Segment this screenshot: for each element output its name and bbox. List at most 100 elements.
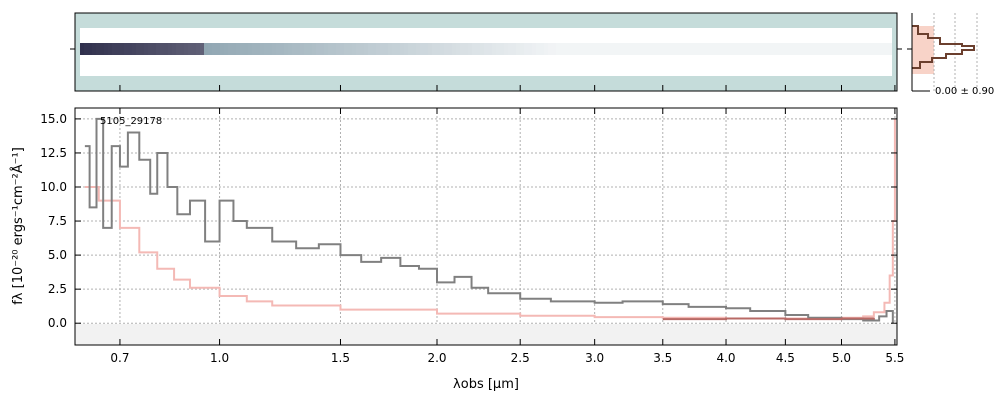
spectrum-2d-frame	[74, 12, 898, 92]
trace-column	[312, 43, 316, 55]
trace-column	[880, 43, 884, 55]
zero-band	[75, 324, 897, 345]
trace-column	[376, 43, 380, 55]
trace-column	[860, 43, 864, 55]
trace-column	[348, 43, 352, 55]
y-axis-title: fλ [10⁻²⁰ ergs⁻¹cm⁻²Å⁻¹]	[10, 147, 26, 305]
trace-column	[432, 43, 436, 55]
trace-column	[812, 43, 816, 55]
trace-column	[472, 43, 476, 55]
trace-column	[496, 43, 500, 55]
trace-column	[528, 43, 532, 55]
trace-column	[836, 43, 840, 55]
trace-column	[476, 43, 480, 55]
trace-column	[380, 43, 384, 55]
trace-column	[176, 43, 180, 55]
trace-column	[328, 43, 332, 55]
trace-column	[772, 43, 776, 55]
y-tick-label: 7.5	[48, 214, 67, 228]
trace-column	[320, 43, 324, 55]
trace-column	[460, 43, 464, 55]
x-tick-label: 3.5	[653, 351, 672, 365]
trace-column	[652, 43, 656, 55]
trace-column	[704, 43, 708, 55]
trace-column	[384, 43, 388, 55]
trace-column	[368, 43, 372, 55]
x-tick-label: 5.5	[885, 351, 904, 365]
profile-inset-line	[912, 25, 975, 69]
trace-column	[556, 43, 560, 55]
trace-column	[144, 43, 148, 55]
y-tick-label: 0.0	[48, 316, 67, 330]
trace-column	[660, 43, 664, 55]
trace-column	[636, 43, 640, 55]
trace-column	[224, 43, 228, 55]
trace-column	[524, 43, 528, 55]
trace-column	[800, 43, 804, 55]
trace-column	[792, 43, 796, 55]
trace-column	[136, 43, 140, 55]
trace-column	[448, 43, 452, 55]
trace-column	[180, 43, 184, 55]
trace-column	[512, 43, 516, 55]
trace-column	[112, 43, 116, 55]
trace-column	[520, 43, 524, 55]
trace-column	[124, 43, 128, 55]
trace-column	[416, 43, 420, 55]
trace-column	[616, 43, 620, 55]
y-tick-label: 12.5	[40, 146, 67, 160]
spectrum-2d-panel	[70, 12, 902, 92]
trace-column	[252, 43, 256, 55]
trace-column	[852, 43, 856, 55]
trace-column	[732, 43, 736, 55]
trace-column	[408, 43, 412, 55]
trace-column	[868, 43, 872, 55]
trace-column	[884, 43, 888, 55]
trace-column	[532, 43, 536, 55]
trace-column	[264, 43, 268, 55]
trace-column	[456, 43, 460, 55]
trace-column	[876, 43, 880, 55]
trace-column	[420, 43, 424, 55]
trace-column	[760, 43, 764, 55]
trace-column	[508, 43, 512, 55]
trace-column	[620, 43, 624, 55]
spectrum-2d-trace	[80, 43, 892, 55]
trace-column	[492, 43, 496, 55]
trace-column	[172, 43, 176, 55]
trace-column	[156, 43, 160, 55]
spectrum-1d-ticks: 0.7 1.0 1.5 2.0 2.5 3.0 3.5 4.0 4.5 5.0 5.5 0.0 2.5 5…	[40, 108, 904, 365]
trace-column	[276, 43, 280, 55]
trace-column	[864, 43, 868, 55]
trace-column	[148, 43, 152, 55]
trace-column	[584, 43, 588, 55]
trace-column	[140, 43, 144, 55]
trace-column	[84, 43, 88, 55]
trace-column	[740, 43, 744, 55]
trace-column	[444, 43, 448, 55]
trace-column	[468, 43, 472, 55]
trace-column	[624, 43, 628, 55]
trace-column	[768, 43, 772, 55]
object-label: 5105_29178	[100, 116, 162, 127]
trace-column	[552, 43, 556, 55]
trace-column	[632, 43, 636, 55]
trace-column	[216, 43, 220, 55]
trace-column	[424, 43, 428, 55]
trace-column	[664, 43, 668, 55]
trace-column	[436, 43, 440, 55]
trace-column	[572, 43, 576, 55]
x-tick-label: 1.5	[331, 351, 350, 365]
trace-column	[592, 43, 596, 55]
trace-column	[580, 43, 584, 55]
trace-column	[628, 43, 632, 55]
trace-column	[608, 43, 612, 55]
trace-column	[428, 43, 432, 55]
trace-column	[352, 43, 356, 55]
trace-column	[696, 43, 700, 55]
trace-column	[168, 43, 172, 55]
trace-column	[340, 43, 344, 55]
trace-column	[332, 43, 336, 55]
y-tick-label: 2.5	[48, 282, 67, 296]
trace-column	[804, 43, 808, 55]
